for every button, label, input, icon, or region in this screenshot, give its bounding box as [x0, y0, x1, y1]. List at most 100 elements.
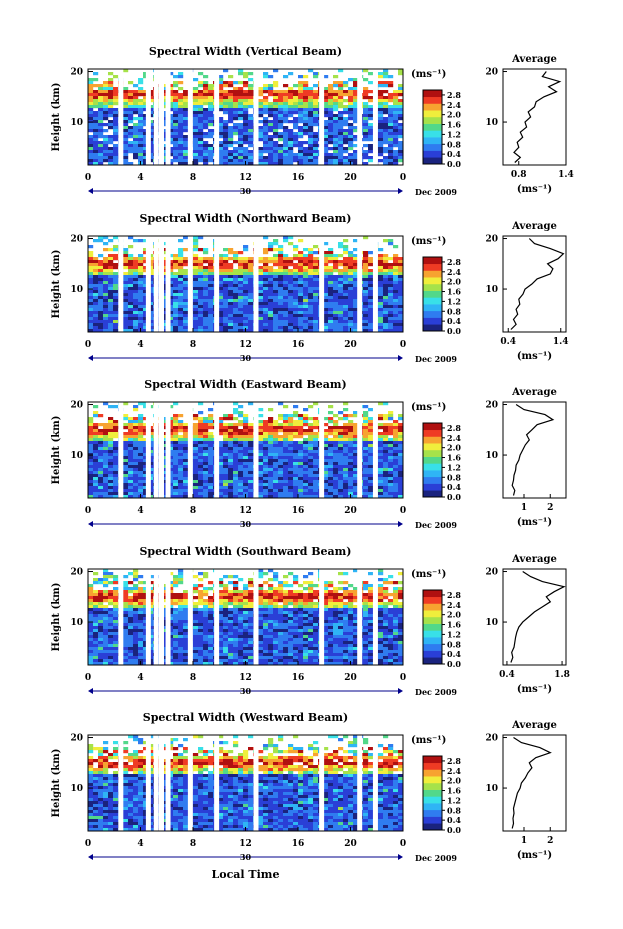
heatmap-cell	[298, 156, 304, 160]
heatmap-cell	[98, 87, 104, 91]
heatmap-cell	[248, 323, 254, 327]
heatmap-cell	[238, 111, 244, 115]
heatmap-cell	[333, 123, 339, 127]
heatmap-cell	[258, 111, 264, 115]
heatmap-cell	[193, 489, 199, 493]
heatmap-cell	[128, 272, 134, 276]
heatmap-cell	[123, 144, 129, 148]
heatmap-cell	[238, 405, 244, 409]
heatmap-cell	[228, 293, 234, 297]
x-tick-label: 0	[400, 173, 406, 183]
heatmap-cell	[138, 462, 144, 466]
heatmap-cell	[353, 486, 359, 490]
heatmap-cell	[293, 420, 299, 424]
heatmap-cell	[233, 141, 239, 145]
heatmap-cell	[298, 465, 304, 469]
heatmap-cell	[133, 453, 139, 457]
heatmap-cell	[343, 90, 349, 94]
heatmap-cell	[273, 260, 279, 264]
heatmap-cell	[258, 153, 264, 157]
heatmap-cell	[198, 147, 204, 151]
heatmap-cell	[248, 102, 254, 106]
heatmap-cell	[288, 287, 294, 291]
heatmap-cell	[323, 129, 329, 133]
heatmap-cell	[338, 90, 344, 94]
heatmap-cell	[243, 474, 249, 478]
heatmap-cell	[108, 153, 114, 157]
heatmap-cell	[88, 465, 94, 469]
heatmap-cell	[143, 402, 149, 406]
heatmap-cell	[228, 423, 234, 427]
heatmap-cell	[218, 305, 224, 309]
date-span-arrow-left	[88, 188, 93, 194]
heatmap-cell	[203, 495, 209, 499]
heatmap-cell	[103, 144, 109, 148]
heatmap-cell	[268, 426, 274, 430]
colorbar-tick-label: 1.6	[447, 120, 461, 130]
heatmap-cell	[268, 417, 274, 421]
heatmap-cell	[108, 78, 114, 82]
heatmap-cell	[138, 492, 144, 496]
heatmap-cell	[378, 96, 384, 100]
heatmap-cell	[293, 296, 299, 300]
heatmap-cell	[283, 429, 289, 433]
heatmap-cell	[238, 317, 244, 321]
heatmap-cell	[168, 162, 174, 166]
heatmap-cell	[143, 257, 149, 261]
heatmap-cell	[353, 492, 359, 496]
heatmap-cell	[103, 99, 109, 103]
heatmap-cell	[133, 275, 139, 279]
heatmap-cell	[223, 296, 229, 300]
heatmap-cell	[108, 432, 114, 436]
heatmap-cell	[243, 93, 249, 97]
heatmap-cell	[103, 326, 109, 330]
heatmap-cell	[293, 414, 299, 418]
heatmap-cell	[223, 480, 229, 484]
heatmap-cell	[388, 314, 394, 318]
heatmap-cell	[108, 423, 114, 427]
heatmap-cell	[218, 465, 224, 469]
heatmap-cell	[173, 314, 179, 318]
heatmap-cell	[228, 320, 234, 324]
heatmap-cell	[198, 126, 204, 130]
heatmap-cell	[273, 120, 279, 124]
heatmap-cell	[183, 326, 189, 330]
heatmap-cell	[108, 120, 114, 124]
heatmap-cell	[258, 474, 264, 478]
heatmap-cell	[263, 426, 269, 430]
heatmap-cell	[293, 99, 299, 103]
heatmap-cell	[288, 447, 294, 451]
heatmap-cell	[343, 135, 349, 139]
heatmap-cell	[313, 489, 319, 493]
heatmap-cell	[113, 275, 119, 279]
heatmap-cell	[193, 459, 199, 463]
heatmap-cell	[98, 441, 104, 445]
heatmap-cell	[258, 308, 264, 312]
heatmap-cell	[173, 144, 179, 148]
heatmap-cell	[183, 311, 189, 315]
heatmap-cell	[208, 275, 214, 279]
heatmap-cell	[103, 81, 109, 85]
heatmap-cell	[338, 254, 344, 258]
heatmap-cell	[138, 159, 144, 163]
heatmap-cell	[208, 414, 214, 418]
heatmap-cell	[263, 72, 269, 76]
heatmap-cell	[173, 302, 179, 306]
heatmap-cell	[143, 135, 149, 139]
heatmap-cell	[193, 239, 199, 243]
heatmap-cell	[378, 114, 384, 118]
heatmap-cell	[193, 308, 199, 312]
heatmap-cell	[353, 272, 359, 276]
heatmap-cell	[123, 462, 129, 466]
heatmap-cell	[368, 326, 374, 330]
heatmap-cell	[268, 423, 274, 427]
heatmap-cell	[103, 296, 109, 300]
heatmap-cell	[173, 93, 179, 97]
heatmap-cell	[203, 459, 209, 463]
heatmap-cell	[143, 444, 149, 448]
heatmap-cell	[128, 96, 134, 100]
heatmap-cell	[113, 150, 119, 154]
heatmap-cell	[263, 156, 269, 160]
heatmap-cell	[263, 144, 269, 148]
heatmap-cell	[123, 135, 129, 139]
